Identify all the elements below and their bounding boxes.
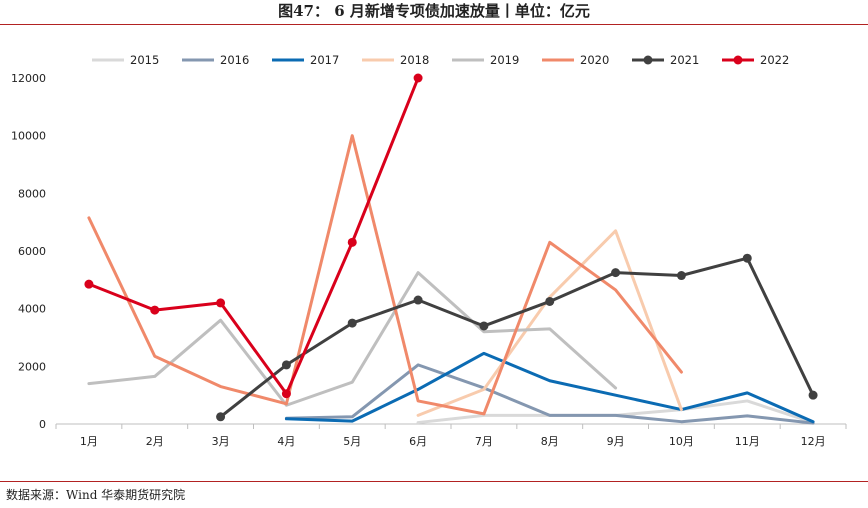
- data-point: [84, 279, 94, 289]
- series-2021: [216, 253, 818, 422]
- legend-item: 2016: [182, 53, 249, 67]
- data-point: [742, 253, 752, 263]
- y-tick-label: 2000: [18, 360, 46, 373]
- legend-item: 2018: [362, 53, 429, 67]
- data-point: [150, 305, 160, 315]
- legend-label: 2020: [580, 53, 609, 67]
- chart-title: 图47： 6 月新增专项债加速放量丨单位：亿元: [278, 2, 590, 20]
- data-point: [216, 412, 226, 422]
- data-point: [413, 73, 423, 83]
- y-tick-label: 0: [39, 418, 46, 431]
- data-point: [611, 268, 621, 278]
- data-point: [808, 390, 818, 400]
- series-2017: [284, 351, 815, 424]
- series-2019: [87, 271, 618, 407]
- series-line: [87, 76, 420, 396]
- legend-label: 2018: [400, 53, 429, 67]
- x-tick-label: 6月: [409, 435, 427, 448]
- series-group: [84, 73, 818, 425]
- data-point: [347, 237, 357, 247]
- series-line: [219, 256, 815, 419]
- top-rule: [0, 24, 868, 25]
- data-point: [216, 298, 226, 308]
- y-tick-label: 8000: [18, 187, 46, 200]
- y-tick-label: 6000: [18, 245, 46, 258]
- legend-item: 2015: [92, 53, 159, 67]
- data-point: [347, 318, 357, 328]
- legend-item: 2021: [632, 53, 699, 67]
- y-tick-label: 4000: [18, 303, 46, 316]
- series-line: [284, 351, 815, 424]
- legend-label: 2015: [130, 53, 159, 67]
- legend-marker: [733, 55, 743, 65]
- x-tick-label: 12月: [801, 435, 826, 448]
- series-line: [87, 271, 618, 407]
- x-axis: 1月 2月 3月 4月 5月 6月 7月 8月 9月 10月 11月 12月: [55, 423, 847, 448]
- bottom-rule: [0, 481, 868, 482]
- y-axis: 0 2000 4000 6000 8000 10000 12000: [11, 72, 46, 431]
- x-tick-label: 5月: [343, 435, 361, 448]
- series-2020: [87, 134, 683, 416]
- x-tick-label: 4月: [277, 435, 295, 448]
- series-line: [284, 363, 815, 425]
- x-tick-label: 11月: [735, 435, 760, 448]
- data-point: [281, 360, 291, 370]
- data-point: [281, 389, 291, 399]
- source-note: 数据来源：Wind 华泰期货研究院: [6, 488, 186, 502]
- y-tick-label: 12000: [11, 72, 46, 85]
- legend-label: 2016: [220, 53, 249, 67]
- data-point: [413, 295, 423, 305]
- data-point: [479, 321, 489, 331]
- legend-item: 2022: [722, 53, 789, 67]
- x-tick-label: 1月: [80, 435, 98, 448]
- legend-marker: [643, 55, 653, 65]
- x-tick-label: 3月: [212, 435, 230, 448]
- legend-item: 2020: [542, 53, 609, 67]
- series-2022: [84, 73, 423, 399]
- legend-label: 2017: [310, 53, 339, 67]
- series-line: [87, 134, 683, 416]
- x-tick-label: 10月: [669, 435, 694, 448]
- legend-label: 2022: [760, 53, 789, 67]
- legend-item: 2017: [272, 53, 339, 67]
- x-tick-label: 8月: [541, 435, 559, 448]
- legend-label: 2019: [490, 53, 519, 67]
- data-point: [676, 271, 686, 281]
- x-tick-label: 9月: [607, 435, 625, 448]
- legend-item: 2019: [452, 53, 519, 67]
- legend-label: 2021: [670, 53, 699, 67]
- legend: 2015 2016 2017 2018 2019 2020 2021 2022: [92, 53, 789, 67]
- data-point: [545, 296, 555, 306]
- x-tick-label: 7月: [475, 435, 493, 448]
- y-tick-label: 10000: [11, 130, 46, 143]
- series-2016: [284, 363, 815, 425]
- x-tick-label: 2月: [146, 435, 164, 448]
